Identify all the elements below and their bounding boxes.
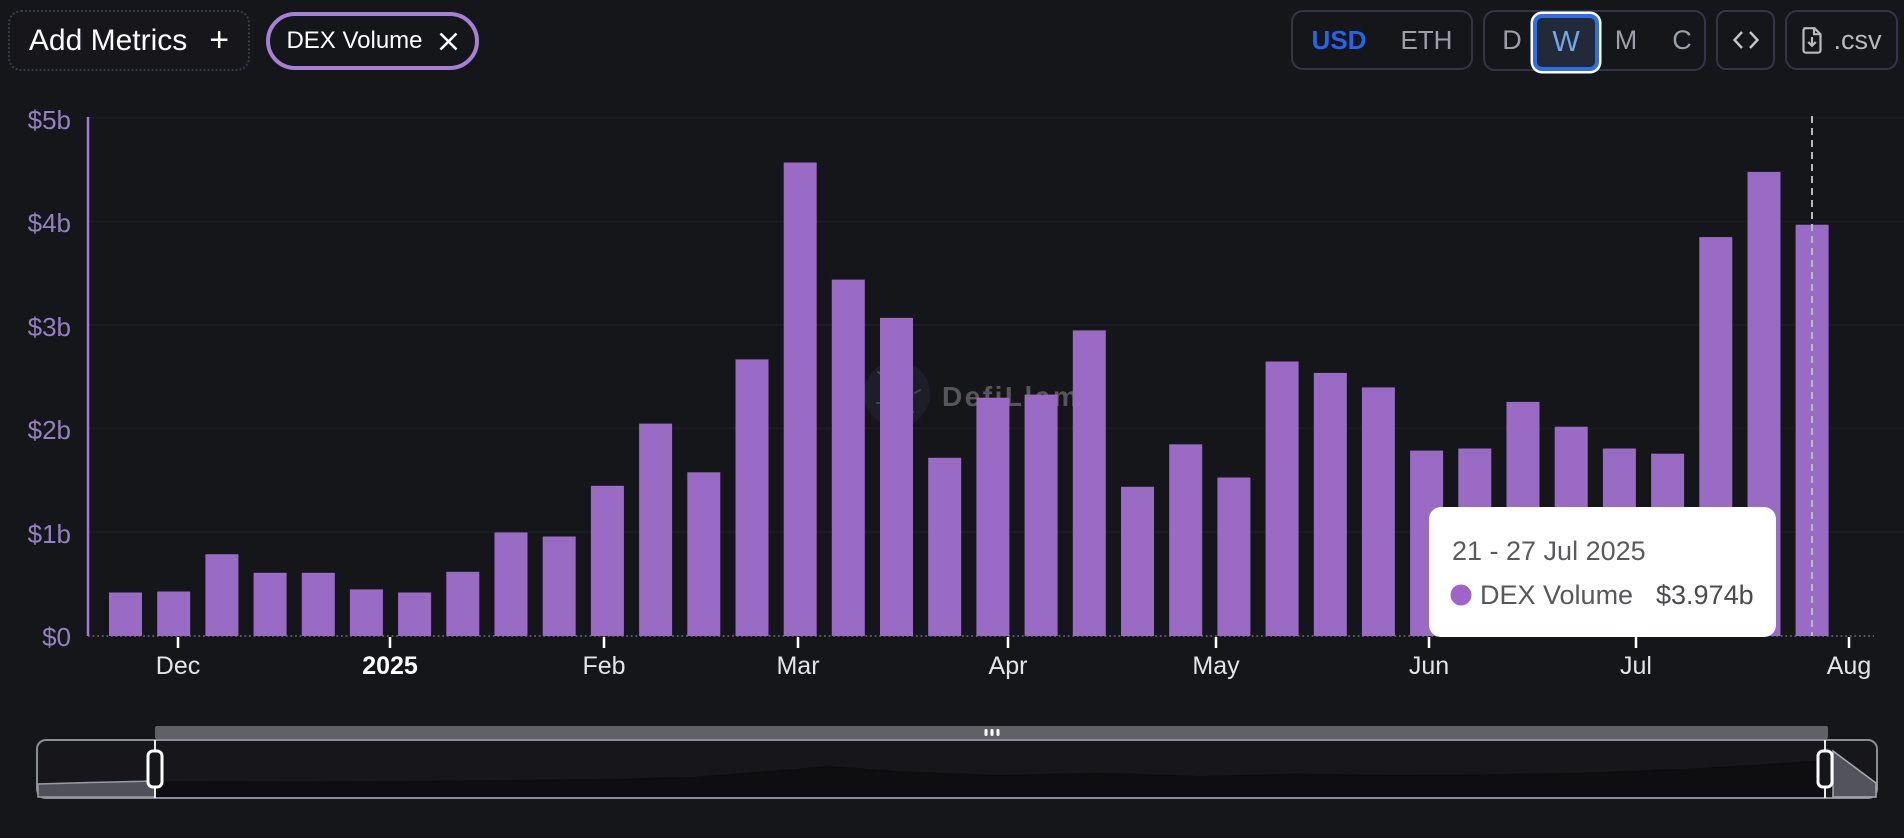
svg-text:Aug: Aug (1827, 652, 1871, 680)
svg-text:$3b: $3b (28, 312, 71, 342)
svg-text:Apr: Apr (989, 652, 1028, 680)
svg-text:$5b: $5b (28, 105, 71, 135)
svg-text:Jul: Jul (1620, 652, 1652, 680)
svg-text:DEX Volume: DEX Volume (1480, 580, 1633, 610)
svg-text:$4b: $4b (28, 208, 71, 238)
svg-text:Dec: Dec (156, 652, 200, 680)
svg-text:May: May (1192, 652, 1240, 680)
svg-text:$1b: $1b (28, 519, 71, 549)
svg-text:2025: 2025 (362, 652, 418, 680)
svg-text:Feb: Feb (582, 652, 625, 680)
svg-text:Jun: Jun (1409, 652, 1449, 680)
svg-text:Mar: Mar (776, 652, 819, 680)
svg-text:$0: $0 (42, 622, 71, 652)
svg-text:$3.974b: $3.974b (1656, 580, 1754, 610)
svg-text:21 - 27 Jul 2025: 21 - 27 Jul 2025 (1452, 536, 1646, 566)
svg-text:DefiLlama: DefiLlama (942, 381, 1098, 412)
svg-text:$2b: $2b (28, 415, 71, 445)
